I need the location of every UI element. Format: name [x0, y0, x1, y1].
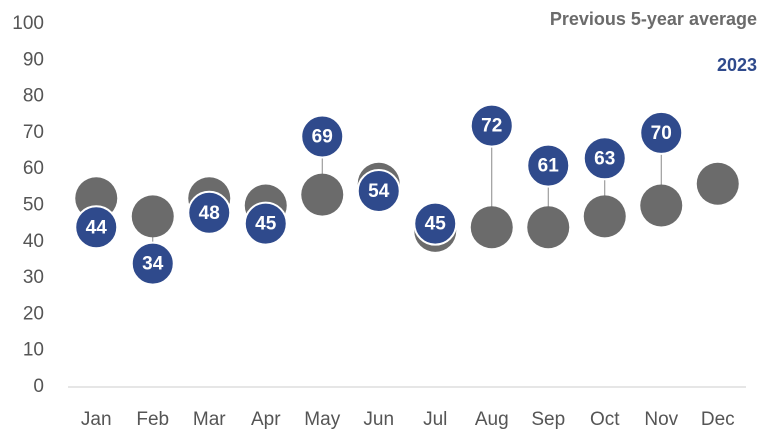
dot: [470, 206, 513, 249]
dot: [243, 201, 288, 246]
data-label: 72: [481, 116, 502, 137]
y-tick-label: 60: [23, 158, 44, 179]
x-tick-label: Feb: [136, 409, 169, 430]
x-tick-label: Nov: [644, 409, 678, 430]
y-tick-label: 0: [33, 376, 44, 397]
dot: [300, 114, 345, 159]
x-tick-label: Jan: [81, 409, 112, 430]
y-tick-label: 90: [23, 49, 44, 70]
dot: [413, 201, 458, 246]
data-label: 45: [425, 214, 447, 235]
dot: [639, 110, 684, 155]
y-tick-label: 100: [12, 13, 44, 34]
dot: [187, 190, 232, 235]
dot: [640, 184, 683, 227]
data-label: 48: [199, 203, 220, 224]
data-label: 69: [312, 127, 333, 148]
data-label: 63: [594, 148, 615, 169]
data-label: 54: [368, 181, 390, 202]
y-tick-label: 30: [23, 267, 44, 288]
dot: [526, 143, 571, 188]
x-tick-label: Oct: [590, 409, 620, 430]
x-tick-label: May: [304, 409, 340, 430]
data-label: 61: [538, 156, 560, 177]
y-tick-label: 80: [23, 86, 44, 107]
data-label: 45: [255, 214, 277, 235]
dot: [696, 162, 739, 205]
dot: [582, 136, 627, 181]
legend-entry: Previous 5-year average: [550, 9, 757, 29]
x-tick-label: Jun: [363, 409, 394, 430]
data-label: 34: [142, 254, 164, 275]
y-tick-label: 20: [23, 303, 44, 324]
x-tick-label: Apr: [251, 409, 281, 430]
y-tick-label: 10: [23, 340, 44, 361]
dot: [131, 195, 174, 238]
x-tick-label: Dec: [701, 409, 735, 430]
x-tick-label: Jul: [423, 409, 447, 430]
x-tick-label: Mar: [193, 409, 226, 430]
dot: [469, 103, 514, 148]
dot: [356, 168, 401, 213]
dot: [74, 205, 119, 250]
data-label: 70: [651, 123, 672, 144]
legend-entry: 2023: [717, 55, 757, 75]
x-tick-label: Aug: [475, 409, 509, 430]
dot: [583, 195, 626, 238]
y-tick-label: 70: [23, 122, 44, 143]
dot: [130, 241, 175, 286]
data-label: 44: [86, 217, 108, 238]
y-tick-label: 40: [23, 231, 44, 252]
y-tick-label: 50: [23, 195, 44, 216]
dot: [527, 206, 570, 249]
x-tick-label: Sep: [531, 409, 565, 430]
dot: [301, 173, 344, 216]
